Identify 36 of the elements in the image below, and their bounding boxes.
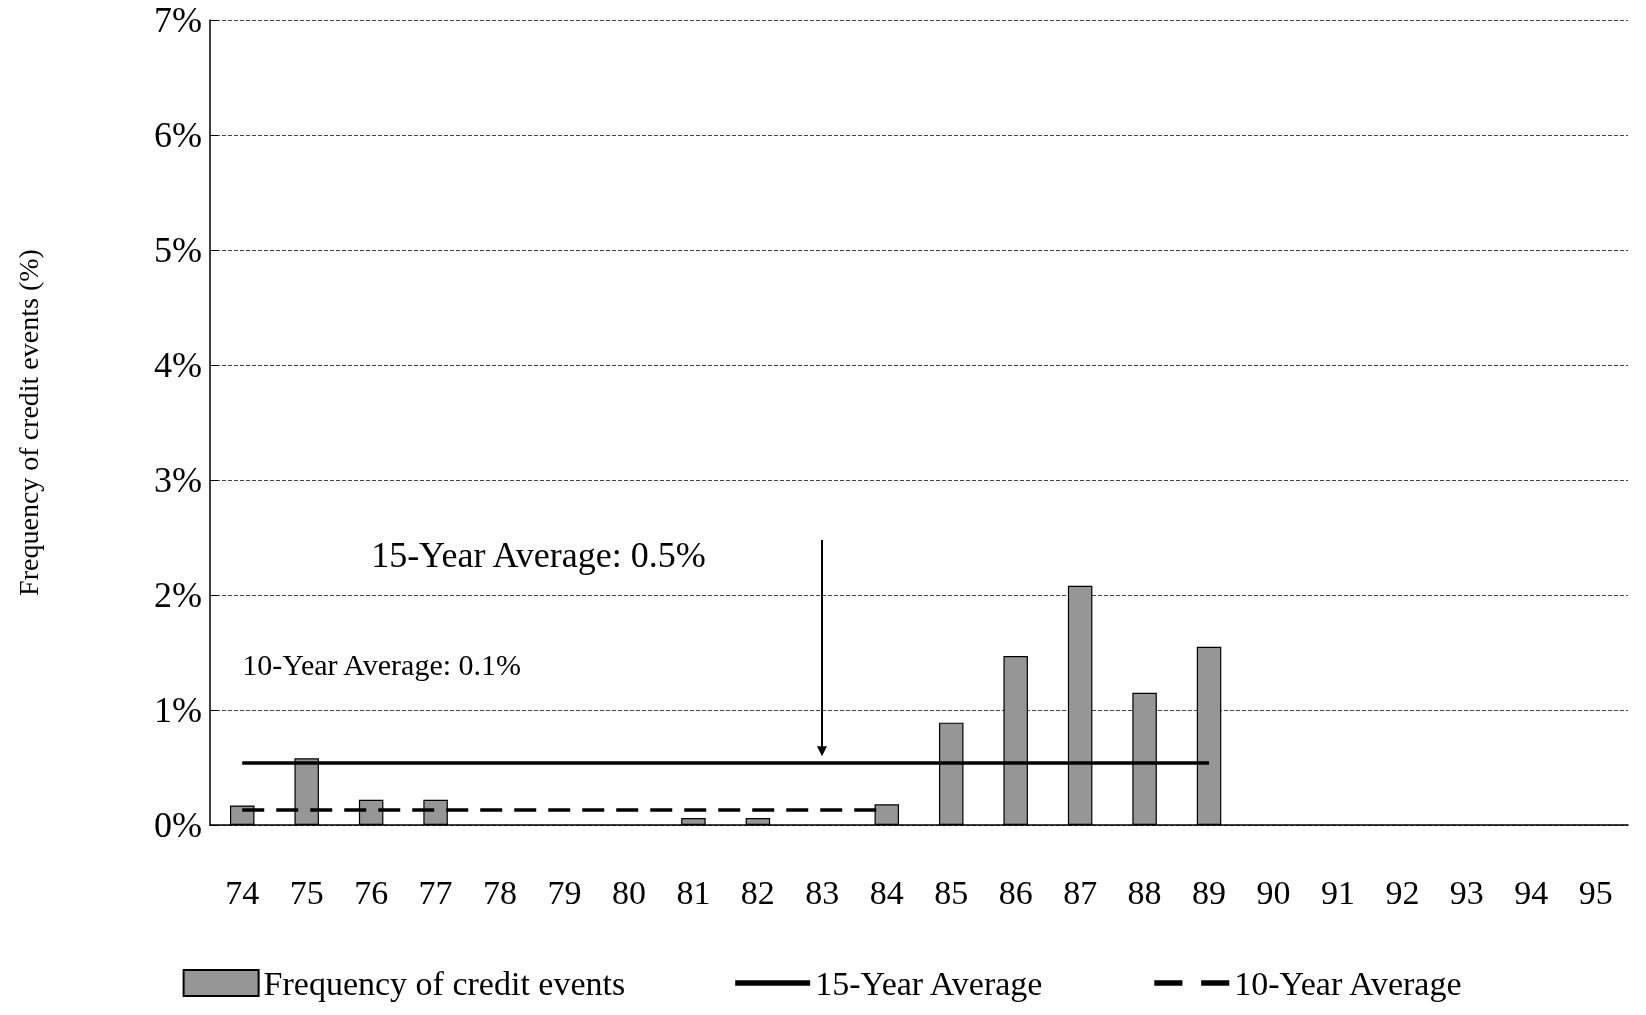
y-tick-label: 3% xyxy=(154,460,202,500)
x-tick-label: 92 xyxy=(1385,873,1420,911)
x-tick-label: 94 xyxy=(1514,873,1549,911)
x-tick-label: 93 xyxy=(1449,873,1484,911)
x-tick-label: 81 xyxy=(676,873,711,911)
x-tick-label: 77 xyxy=(418,873,453,911)
annotation: 15-Year Average: 0.5% xyxy=(371,534,706,575)
x-tick-label: 82 xyxy=(740,873,775,911)
x-tick-label: 86 xyxy=(998,873,1033,911)
y-tick-label: 7% xyxy=(154,0,202,40)
x-tick-label: 88 xyxy=(1127,873,1162,911)
y-tick-label: 5% xyxy=(154,230,202,270)
x-tick-label: 90 xyxy=(1256,873,1291,911)
x-tick-label: 76 xyxy=(354,873,389,911)
y-tick-label: 4% xyxy=(154,345,202,385)
annotation: 10-Year Average: 0.1% xyxy=(242,647,522,681)
x-tick-label: 95 xyxy=(1578,873,1613,911)
y-tick-label: 1% xyxy=(154,690,202,730)
x-tick-label: 78 xyxy=(483,873,518,911)
x-tick-label: 80 xyxy=(611,873,646,911)
x-tick-label: 74 xyxy=(225,873,260,911)
x-tick-label: 85 xyxy=(934,873,969,911)
y-tick-label: 6% xyxy=(154,115,202,155)
y-tick-label: 2% xyxy=(154,575,202,615)
y-tick-label: 0% xyxy=(154,805,202,845)
x-tick-label: 87 xyxy=(1063,873,1098,911)
legend-label: 10-Year Average xyxy=(1234,964,1462,1002)
x-tick-label: 83 xyxy=(805,873,840,911)
x-tick-label: 89 xyxy=(1192,873,1227,911)
x-tick-label: 79 xyxy=(547,873,582,911)
x-tick-label: 91 xyxy=(1320,873,1355,911)
legend-label: 15-Year Average xyxy=(815,964,1043,1002)
legend-label: Frequency of credit events xyxy=(263,964,626,1002)
x-tick-label: 75 xyxy=(289,873,324,911)
x-tick-label: 84 xyxy=(869,873,904,911)
y-axis-title: Frequency of credit events (%) xyxy=(12,249,44,596)
